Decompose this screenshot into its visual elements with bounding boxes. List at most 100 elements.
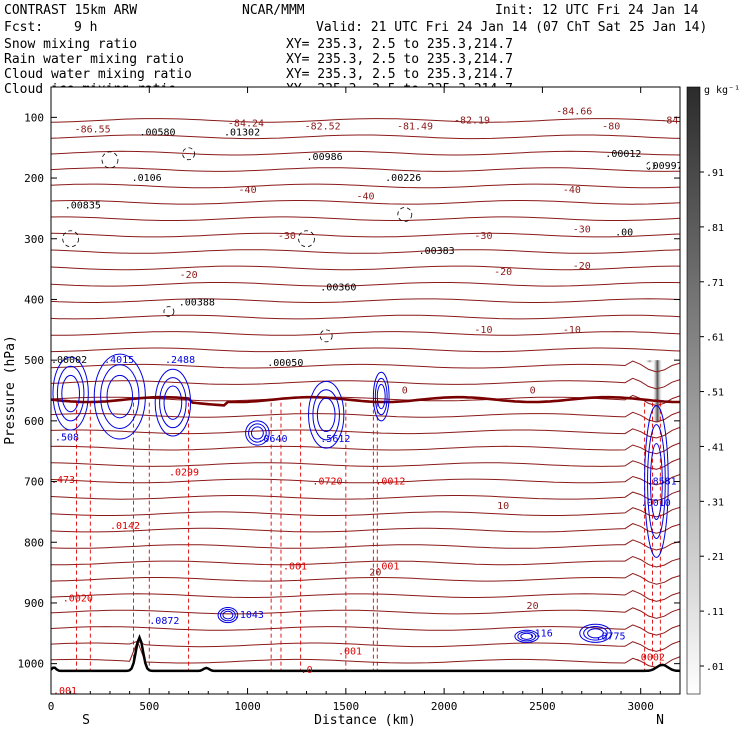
cloud-water-contour	[245, 420, 270, 446]
north-label: N	[656, 713, 664, 728]
cloud-water-max-label: .0010	[641, 498, 671, 509]
temperature-label: 0	[530, 386, 536, 397]
cloud-water-contour	[93, 353, 146, 440]
cloud-water-max-label: .508	[55, 432, 79, 443]
cloud-water-contour	[647, 424, 666, 539]
org-label: NCAR/MMM	[242, 3, 305, 18]
isotherm	[51, 506, 680, 518]
snow-contour	[182, 147, 195, 161]
snow-max-label: .00388	[179, 298, 215, 309]
snow-contour	[298, 230, 315, 248]
cloud-water-contour	[579, 623, 612, 643]
cloud-water-contour	[650, 443, 663, 520]
rain-max-label: .001	[375, 562, 399, 573]
low-label: -82.52	[305, 121, 341, 132]
x-axis-label: Distance (km)	[314, 713, 416, 728]
cloud-water-contour	[587, 628, 604, 639]
isotherm	[51, 624, 680, 636]
isotherm	[51, 490, 680, 502]
snow-max-label: .01302	[224, 128, 260, 139]
isotherm	[51, 572, 680, 585]
snow-max-label: .00360	[320, 282, 356, 293]
y-tick-label: 300	[24, 233, 44, 246]
isotherm	[51, 458, 680, 470]
low-label: -86.55	[75, 125, 111, 136]
cloud-water-contour	[222, 610, 234, 620]
forecast-hours: 9 h	[74, 20, 97, 35]
cloud-water-contour	[163, 385, 183, 420]
cloud-water-contour	[316, 397, 336, 432]
low-label: -81.49	[397, 121, 433, 132]
model-title: CONTRAST 15km ARW	[4, 3, 137, 18]
temperature-contours	[51, 118, 680, 668]
rain-max-label: .001	[338, 647, 362, 658]
cloud-water-contour	[517, 631, 537, 642]
cloud-water-contour	[220, 608, 236, 622]
cloud-water-contour	[312, 389, 340, 441]
temperature-label: 10	[497, 501, 509, 512]
isotherm	[51, 442, 680, 455]
snow-max-label: .00835	[65, 200, 101, 211]
isotherm	[51, 411, 680, 423]
snow-contour	[163, 306, 175, 317]
isotherm	[51, 314, 680, 320]
cloud-water-contour	[644, 405, 669, 558]
rain-contours	[76, 402, 661, 671]
isotherm	[51, 118, 680, 123]
rain-max-label: .0020	[63, 594, 93, 605]
isotherm	[51, 298, 680, 303]
snow-contour	[101, 151, 119, 169]
isotherm	[51, 167, 680, 172]
isotherm	[51, 377, 680, 390]
y-tick-label: 600	[24, 415, 44, 428]
cloud-water-contour	[217, 607, 239, 624]
temperature-label: -10	[563, 325, 581, 336]
rain-max-label: .0720	[312, 477, 342, 488]
y-tick-label: 100	[24, 111, 44, 124]
colorbar-tick-label: .61	[706, 333, 724, 344]
south-label: S	[82, 713, 90, 728]
snow-max-label: .00002	[51, 355, 87, 366]
temperature-label: -20	[180, 270, 198, 281]
temperature-label: 20	[369, 568, 381, 579]
field-rain-label: Rain water mixing ratio	[4, 52, 184, 67]
snow-max-label: .00050	[267, 358, 303, 369]
field-snow-xy: XY= 235.3, 2.5 to 235.3,214.7	[286, 37, 513, 52]
y-tick-label: 700	[24, 476, 44, 489]
forecast-label: Fcst:	[4, 20, 43, 35]
x-axis: 0 500 1000 1500 2000 2500 3000	[48, 87, 661, 713]
init-time: Init: 12 UTC Fri 24 Jan 14	[495, 3, 699, 18]
isotherm	[51, 523, 680, 534]
x-tick-label: 500	[139, 700, 159, 713]
temperature-label: -20	[573, 261, 591, 272]
isotherm	[51, 232, 680, 238]
colorbar-unit: g kg⁻¹	[704, 85, 740, 96]
cloud-water-max-label: .4015	[104, 355, 134, 366]
cloud-water-max-label: .8775	[595, 631, 625, 642]
snow-max-label: .00226	[385, 173, 421, 184]
temperature-label: 0	[402, 386, 408, 397]
colorbar-tick-label: .01	[706, 662, 724, 673]
isotherm	[51, 607, 680, 619]
cloud-water-max-label: .2488	[165, 355, 195, 366]
x-tick-label: 2500	[529, 700, 556, 713]
snow-max-label: .0106	[132, 173, 162, 184]
field-cloud-water-label: Cloud water mixing ratio	[4, 67, 192, 82]
snow-contour	[397, 207, 413, 222]
cloud-water-contour	[52, 356, 89, 431]
temperature-label: -40	[239, 185, 257, 196]
cloud-water-contour	[100, 364, 140, 429]
snow-max-label: .00012	[605, 149, 641, 160]
plot-area: -40 -40 -30 -30 -30 -20 -20 -20 -10 -10 0 0 10 20 20 -8…	[3, 86, 681, 728]
snow-max-label: .00986	[307, 152, 343, 163]
valid-time: Valid: 21 UTC Fri 24 Jan 14 (07 ChT Sat …	[316, 20, 707, 35]
temperature-label: -40	[356, 191, 374, 202]
colorbar-tick-label: .41	[706, 442, 724, 453]
isotherm	[51, 426, 680, 439]
contour-labels: -40 -40 -30 -30 -30 -20 -20 -20 -10 -10 0 0 10 20 20 -8…	[51, 106, 680, 694]
cloud-water-contour	[514, 629, 539, 643]
temperature-label: -40	[563, 185, 581, 196]
cloud-water-contour	[372, 371, 390, 422]
colorbar-tick-label: .91	[706, 168, 724, 179]
